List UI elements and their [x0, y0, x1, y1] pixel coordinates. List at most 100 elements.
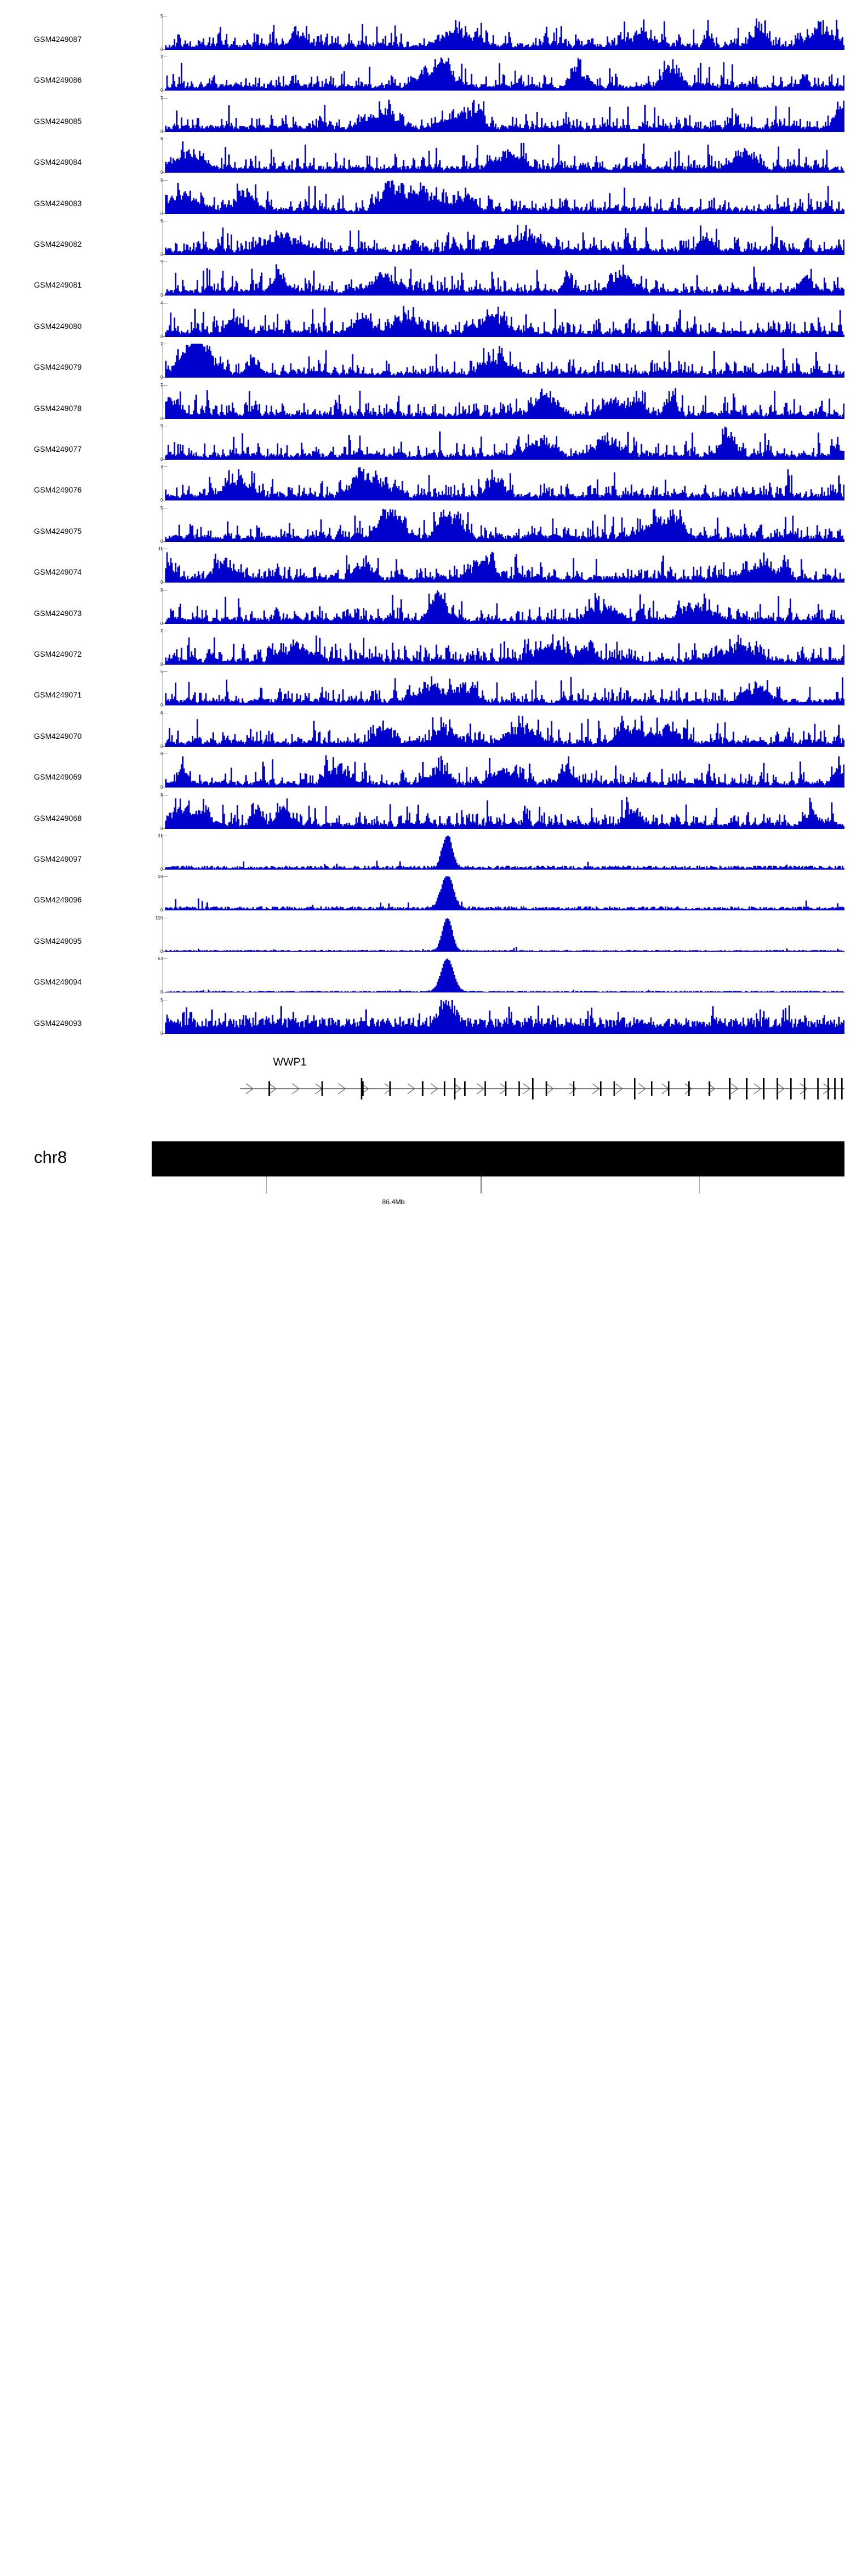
axis-max-label: 6 — [160, 218, 163, 224]
axis-max-label: 7 — [160, 95, 163, 101]
coverage-track: GSM4249082 6 0 — [0, 218, 849, 256]
track-sample-label: GSM4249076 — [34, 486, 82, 495]
axis-bracket — [161, 589, 168, 624]
axis-min-label: 0 — [160, 989, 163, 995]
coverage-track: GSM4249081 9 0 — [0, 259, 849, 297]
track-sample-label: GSM4249077 — [34, 445, 82, 453]
coverage-track: GSM4249073 8 0 — [0, 587, 849, 626]
axis-max-label: 8 — [160, 751, 163, 757]
track-sample-label: GSM4249095 — [34, 936, 82, 945]
track-coverage-plot — [165, 836, 844, 870]
track-coverage-plot — [165, 467, 844, 501]
track-sample-label: GSM4249094 — [34, 978, 82, 987]
track-coverage-plot — [165, 303, 844, 337]
axis-max-label: 8 — [160, 791, 163, 798]
track-coverage-plot — [165, 999, 844, 1034]
axis-max-label: 5 — [160, 13, 163, 19]
axis-min-label: 0 — [160, 415, 163, 421]
track-coverage-plot — [165, 426, 844, 460]
track-sample-label: GSM4249087 — [34, 35, 82, 44]
coverage-track: GSM4249094 63 0 — [0, 956, 849, 995]
coverage-track: GSM4249097 31 0 — [0, 833, 849, 871]
axis-min-label: 0 — [160, 87, 163, 93]
coverage-track: GSM4249087 5 0 — [0, 13, 849, 52]
axis-bracket — [161, 179, 168, 214]
track-coverage-plot — [165, 671, 844, 706]
axis-min-label: 0 — [160, 456, 163, 462]
axis-max-label: 5 — [160, 996, 163, 1003]
coverage-track: GSM4249093 5 0 — [0, 996, 849, 1035]
chromosome-label: chr8 — [34, 1148, 67, 1167]
coverage-track: GSM4249078 7 0 — [0, 382, 849, 421]
coverage-track: GSM4249085 7 0 — [0, 95, 849, 134]
axis-bracket — [161, 426, 168, 460]
track-y-axis: 63 0 — [143, 956, 163, 995]
track-sample-label: GSM4249075 — [34, 527, 82, 536]
coverage-track: GSM4249095 110 0 — [0, 914, 849, 953]
axis-bracket — [161, 221, 168, 255]
axis-min-label: 0 — [160, 497, 163, 503]
axis-bracket — [161, 631, 168, 665]
track-coverage-plot — [165, 385, 844, 419]
axis-max-label: 5 — [160, 504, 163, 511]
coverage-track: GSM4249076 7 0 — [0, 464, 849, 503]
track-sample-label: GSM4249086 — [34, 76, 82, 85]
chromosome-ideogram-track: chr8 86.4Mb — [0, 1141, 849, 1232]
track-y-axis: 11 0 — [143, 546, 163, 584]
axis-min-label: 0 — [160, 46, 163, 52]
track-coverage-plot — [165, 795, 844, 829]
axis-min-label: 0 — [160, 825, 163, 831]
axis-max-label: 63 — [157, 956, 163, 962]
axis-bracket — [161, 754, 168, 788]
track-coverage-plot — [165, 590, 844, 624]
track-coverage-plot — [165, 262, 844, 296]
axis-bracket — [161, 794, 168, 829]
axis-min-label: 0 — [160, 620, 163, 626]
coverage-track: GSM4249080 4 0 — [0, 301, 849, 339]
gene-annotation-track: WWP1 — [0, 1056, 849, 1124]
axis-min-label: 0 — [160, 538, 163, 544]
coverage-track: GSM4249079 7 0 — [0, 341, 849, 380]
track-sample-label: GSM4249070 — [34, 731, 82, 741]
track-coverage-plot — [165, 221, 844, 255]
track-sample-label: GSM4249074 — [34, 568, 82, 577]
track-coverage-plot — [165, 180, 844, 214]
track-sample-label: GSM4249083 — [34, 199, 82, 208]
coordinate-label: 86.4Mb — [381, 1198, 405, 1206]
axis-max-label: 7 — [160, 382, 163, 388]
track-coverage-plot — [165, 876, 844, 911]
track-y-axis: 18 0 — [143, 874, 163, 912]
axis-max-label: 8 — [160, 587, 163, 593]
axis-bracket — [161, 344, 168, 378]
axis-bracket — [161, 507, 168, 542]
track-coverage-plot — [165, 918, 844, 952]
chromosome-band — [152, 1141, 844, 1176]
track-sample-label: GSM4249078 — [34, 404, 82, 413]
axis-bracket — [161, 876, 168, 911]
axis-max-label: 110 — [155, 914, 163, 921]
track-coverage-plot — [165, 631, 844, 665]
axis-min-label: 0 — [160, 210, 163, 216]
axis-bracket — [161, 549, 168, 583]
axis-max-label: 7 — [160, 54, 163, 60]
axis-bracket — [161, 467, 168, 501]
track-sample-label: GSM4249097 — [34, 855, 82, 863]
axis-bracket — [161, 671, 168, 706]
track-sample-label: GSM4249093 — [34, 1019, 82, 1028]
coverage-track: GSM4249071 5 0 — [0, 669, 849, 707]
track-coverage-plot — [165, 713, 844, 747]
track-coverage-plot — [165, 508, 844, 542]
axis-bracket — [161, 836, 168, 870]
track-coverage-plot — [165, 958, 844, 993]
axis-min-label: 0 — [160, 374, 163, 380]
